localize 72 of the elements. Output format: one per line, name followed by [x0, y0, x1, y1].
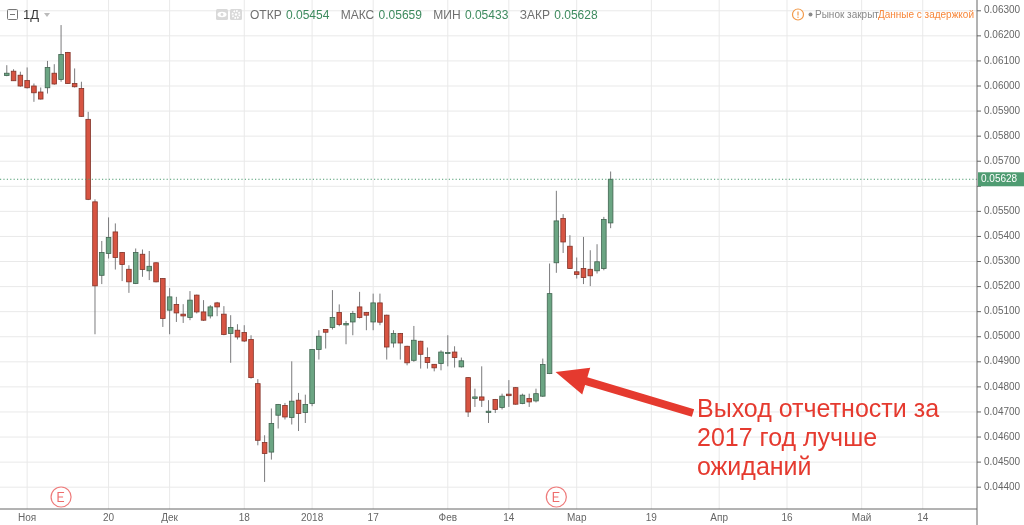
y-tick-label: 0.05200 [984, 280, 1021, 292]
y-tick-label: 0.05800 [984, 129, 1021, 141]
x-tick-label: Ноя [18, 512, 37, 523]
candlestick [139, 248, 146, 278]
x-tick-label: 17 [367, 512, 380, 523]
candlestick [479, 365, 485, 408]
x-tick-label: 19 [645, 512, 658, 523]
candlestick [146, 250, 152, 281]
candlestick [166, 287, 173, 335]
ref-line-label: 0.05628 [981, 172, 1018, 184]
candlestick [214, 301, 220, 317]
x-tick-label: 2018 [300, 512, 324, 523]
y-tick-label: 0.04700 [984, 405, 1021, 417]
candlestick [227, 314, 234, 364]
y-tick-label: 0.04600 [984, 430, 1021, 442]
candlestick [173, 296, 180, 323]
y-tick-label: 0.05300 [984, 255, 1021, 267]
candlestick [51, 63, 57, 86]
candlestick [417, 340, 424, 370]
candlestick [350, 310, 356, 336]
candlestick [261, 434, 268, 483]
candlestick [485, 399, 492, 424]
candlestick [329, 289, 336, 330]
y-tick-label: 0.05700 [984, 154, 1021, 166]
candlestick [560, 213, 566, 254]
y-tick-label: 0.05100 [984, 305, 1021, 317]
x-tick-label: Май [851, 512, 872, 523]
candlestick [472, 388, 478, 408]
y-tick-label: 0.06300 [984, 4, 1021, 16]
candlestick [322, 328, 329, 350]
candlestick [275, 403, 281, 430]
candlestick [180, 303, 186, 324]
x-tick-label: Фев [438, 512, 458, 523]
y-tick-label: 0.05400 [984, 230, 1021, 242]
y-tick-label: 0.04500 [984, 455, 1021, 467]
y-tick-label: 0.04900 [984, 355, 1021, 367]
annotation: Данные с задержкой [877, 9, 974, 20]
candlestick [221, 305, 227, 336]
x-tick-label: 20 [102, 512, 115, 523]
y-tick-label: 0.06200 [984, 29, 1021, 41]
y-tick-label: 0.04400 [984, 480, 1021, 492]
candlestick [397, 332, 404, 361]
y-tick-label: 0.06100 [984, 54, 1021, 66]
annotation: Рынок закрыт [815, 9, 880, 20]
candlestick [187, 290, 193, 321]
annotation: Выход отчетности за 2017 год лучше ожиданий [697, 394, 940, 480]
y-tick-label: 0.05900 [984, 104, 1021, 116]
y-tick-label: 0.05500 [984, 205, 1021, 217]
x-tick-label: 16 [781, 512, 794, 523]
candlestick [343, 320, 349, 345]
candlestick [336, 303, 342, 327]
x-tick-label: Дек [161, 512, 179, 523]
candlestick [424, 347, 431, 370]
candlestick [567, 234, 573, 270]
y-tick-label: 0.06000 [984, 79, 1021, 91]
candlestick [370, 293, 376, 331]
candlestick [44, 60, 51, 95]
candlestick [295, 392, 302, 432]
x-tick-label: 14 [503, 512, 515, 523]
x-tick-label: 18 [238, 512, 251, 523]
candlestick [411, 325, 417, 363]
candlestick [289, 360, 295, 425]
y-tick-label: 0.05000 [984, 330, 1021, 342]
candlestick [126, 264, 132, 294]
x-tick-label: Апр [710, 512, 729, 523]
x-tick-label: 14 [917, 512, 929, 523]
candlestick [302, 394, 309, 424]
y-tick-label: 0.04800 [984, 380, 1021, 392]
x-tick-label: Мар [566, 512, 587, 523]
candlestick [451, 345, 458, 369]
text: 1Д [23, 7, 40, 22]
text: ОТКР 0.05454 МАКС 0.05659 МИН 0.05433 ЗАКР 0.05628 [250, 8, 598, 22]
